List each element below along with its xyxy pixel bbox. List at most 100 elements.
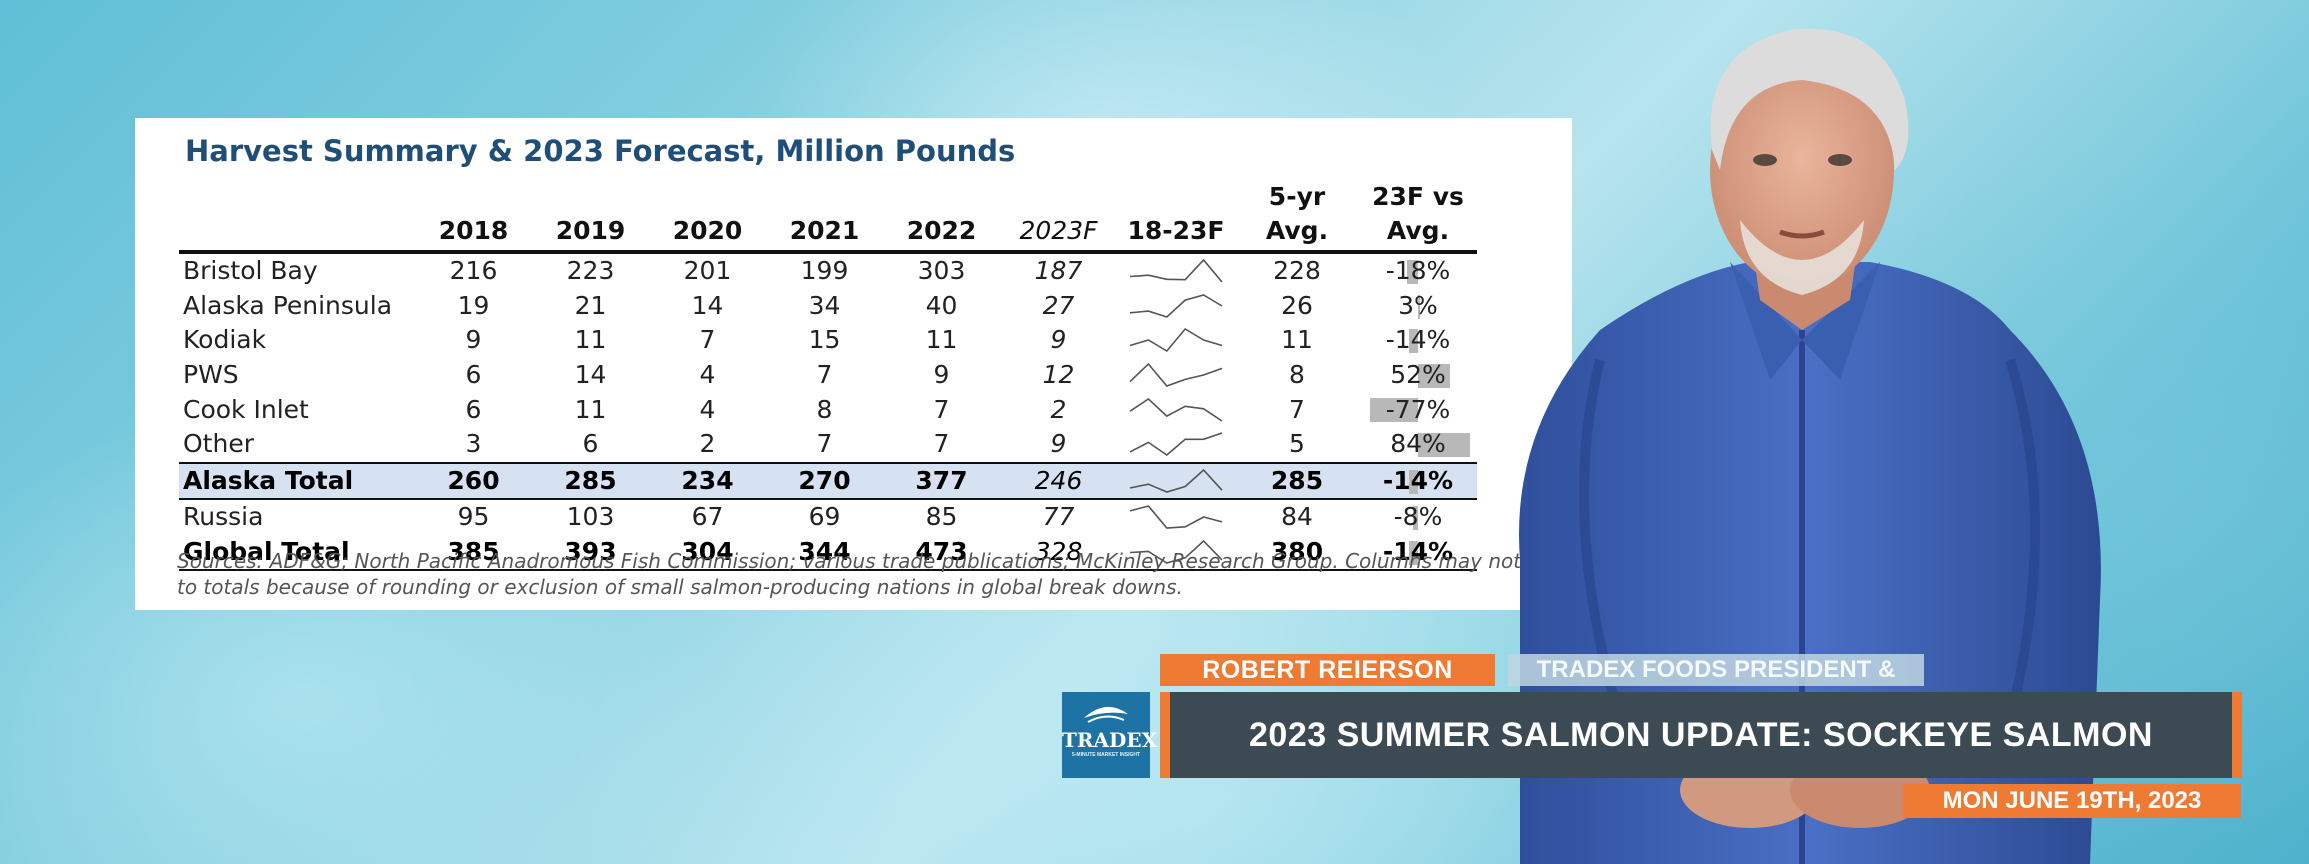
row-value: 473 [883, 534, 1000, 572]
vs-avg-text: -77% [1385, 394, 1451, 424]
header-2018: 2018 [415, 170, 532, 254]
trend-sparkline [1129, 432, 1223, 457]
row-value: 199 [800, 256, 849, 286]
row-vs-avg: -14% [1359, 323, 1477, 358]
row-region: Bristol Bay [183, 256, 318, 286]
video-title: 2023 SUMMER SALMON UPDATE: SOCKEYE SALMO… [1249, 716, 2153, 754]
row-value: 385 [415, 534, 532, 572]
row-forecast: 187 [1034, 256, 1083, 286]
trend-sparkline [1129, 294, 1223, 318]
fish-logo-icon [1084, 706, 1128, 723]
table-body: Bristol Bay 216 223 201 199 303 187 228 -18% Alas… [179, 252, 1477, 572]
row-forecast: 12 [1042, 360, 1075, 390]
row-value: 6 [465, 360, 482, 390]
date-tag: MON JUNE 19TH, 2023 [1903, 784, 2241, 818]
row-value: 7 [933, 429, 950, 459]
header-region [179, 170, 415, 254]
sources-note: Sources: ADF&G; North Pacific Anadromous… [177, 548, 1572, 600]
row-region: Other [183, 429, 254, 459]
row-value: 7 [816, 429, 833, 459]
row-value: 15 [808, 325, 841, 355]
table-row: Bristol Bay 216 223 201 199 303 187 228 -18% [179, 252, 1477, 289]
row-forecast: 27 [1042, 290, 1075, 320]
header-23f-vs-avg: 23F vs Avg. [1359, 170, 1477, 254]
row-vs-avg: 84% [1359, 427, 1477, 463]
header-2021: 2021 [766, 170, 883, 254]
trend-sparkline [1129, 539, 1223, 564]
sparkline-path [1129, 294, 1223, 318]
row-value: 6 [582, 429, 599, 459]
row-forecast: 2 [1050, 394, 1067, 424]
vs-avg-text: -14% [1382, 465, 1454, 495]
table-title: Harvest Summary & 2023 Forecast, Million… [185, 134, 1016, 168]
row-vs-avg: 52% [1359, 358, 1477, 393]
vs-avg-bar [1409, 540, 1418, 565]
row-forecast: 246 [1000, 461, 1117, 501]
sparkline-path [1129, 397, 1223, 422]
title-bar: 2023 SUMMER SALMON UPDATE: SOCKEYE SALMO… [1160, 692, 2242, 778]
row-value: 304 [649, 534, 766, 572]
vs-avg-text: -8% [1393, 502, 1443, 532]
row-value: 344 [766, 534, 883, 572]
header-2019: 2019 [532, 170, 649, 254]
vs-avg-text: 52% [1390, 360, 1446, 390]
row-region: PWS [183, 360, 239, 390]
table-row: Kodiak 9 11 7 15 11 9 11 -14% [179, 323, 1477, 358]
row-sparkline [1117, 461, 1235, 501]
row-value: 3 [465, 429, 482, 459]
header-2020: 2020 [649, 170, 766, 254]
row-region: Alaska Peninsula [183, 290, 393, 320]
row-5yr-avg: 7 [1289, 394, 1305, 424]
row-region: Cook Inlet [183, 394, 309, 424]
trend-sparkline [1129, 362, 1223, 388]
row-value: 303 [917, 256, 966, 286]
row-forecast: 77 [1042, 502, 1075, 532]
row-value: 377 [883, 461, 1000, 501]
sparkline-path [1129, 505, 1223, 530]
row-5yr-avg: 5 [1289, 429, 1305, 459]
vs-avg-bar [1406, 260, 1418, 284]
header-2023f: 2023F [1000, 170, 1117, 254]
row-value: 201 [683, 256, 732, 286]
table-row: Cook Inlet 6 11 4 8 7 2 7 -77% [179, 392, 1477, 427]
row-value: 216 [449, 256, 498, 286]
row-forecast: 328 [1000, 534, 1117, 572]
row-5yr-avg: 285 [1235, 461, 1359, 501]
presenter-role-tag: TRADEX FOODS PRESIDENT & CEO [1508, 654, 1924, 715]
presenter-name-tag: ROBERT REIERSON [1160, 654, 1495, 686]
row-5yr-avg: 11 [1281, 325, 1313, 355]
row-value: 67 [691, 502, 724, 532]
row-vs-avg: -14% [1359, 461, 1477, 501]
row-region: Russia [183, 502, 264, 532]
table-row: Russia 95 103 67 69 85 77 84 -8% [179, 499, 1477, 535]
row-sparkline [1117, 427, 1235, 463]
trend-sparkline [1129, 328, 1223, 353]
sources-line-1: Sources: ADF&G; North Pacific Anadromous… [177, 549, 1571, 573]
row-value: 14 [691, 290, 724, 320]
row-value: 11 [925, 325, 958, 355]
row-5yr-avg: 380 [1235, 534, 1359, 572]
sparkline-path [1129, 539, 1223, 564]
vs-avg-text: 84% [1390, 429, 1446, 459]
header-trend: 18-23F [1117, 170, 1235, 254]
row-vs-avg: -14% [1359, 534, 1477, 572]
vs-avg-bar [1370, 398, 1418, 423]
row-value: 260 [415, 461, 532, 501]
row-region: Kodiak [183, 325, 267, 355]
vs-avg-bar [1418, 432, 1471, 457]
sparkline-path [1129, 468, 1223, 493]
row-value: 285 [532, 461, 649, 501]
row-forecast: 9 [1050, 325, 1067, 355]
vs-avg-bar [1409, 469, 1418, 494]
vs-avg-text: -14% [1382, 537, 1454, 567]
row-5yr-avg: 84 [1281, 502, 1313, 532]
logo-subtext: 5-MINUTE MARKET INSIGHT [1071, 752, 1141, 758]
row-region: Alaska Total [179, 461, 415, 501]
sparkline-path [1129, 259, 1223, 283]
trend-sparkline [1129, 468, 1223, 493]
table-row: Alaska Peninsula 19 21 14 34 40 27 26 3% [179, 289, 1477, 324]
row-vs-avg: 3% [1359, 289, 1477, 324]
row-value: 9 [933, 360, 950, 390]
row-value: 21 [574, 290, 607, 320]
row-value: 270 [766, 461, 883, 501]
